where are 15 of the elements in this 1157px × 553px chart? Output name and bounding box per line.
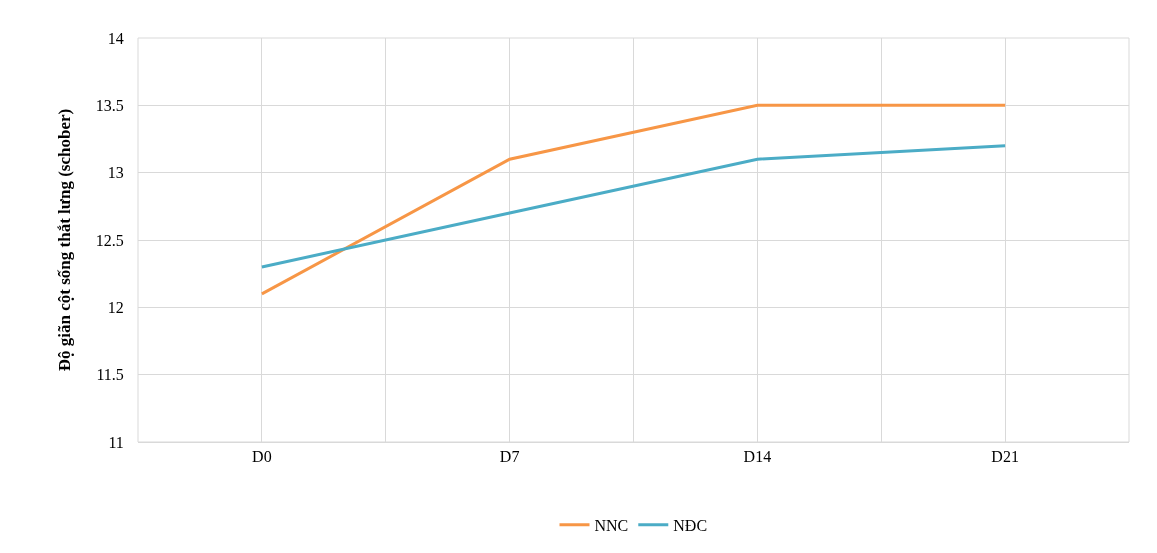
y-tick-label: 14 [107,29,124,47]
legend-label: NNC [594,516,629,534]
y-tick-label: 12.5 [95,231,124,249]
y-axis-title: Độ giãn cột sống thắt lưng (schober) [55,108,75,372]
y-tick-label: 11.5 [96,366,124,384]
y-tick-label: 13 [107,164,124,182]
y-tick-label: 12 [107,298,124,316]
x-tick-label: D7 [499,448,520,466]
y-tick-label: 13.5 [95,96,124,114]
x-tick-label: D14 [743,448,772,466]
legend-label: NĐC [673,516,708,534]
x-tick-label: D0 [252,448,272,466]
y-tick-label: 11 [108,433,124,451]
line-series [260,144,1007,269]
x-tick-label: D21 [991,448,1019,466]
